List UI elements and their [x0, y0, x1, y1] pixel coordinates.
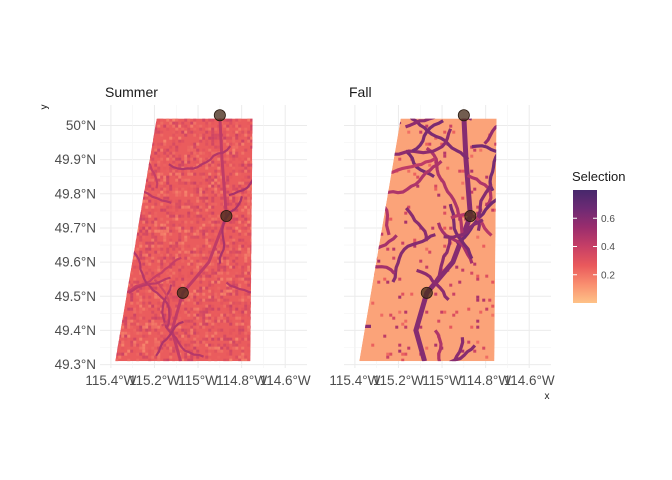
- legend-tick-label: 0.2: [601, 270, 615, 281]
- selection-corridor: [168, 145, 232, 171]
- selection-corridor: [378, 118, 402, 126]
- legend-title: Selection: [572, 169, 625, 184]
- location-point: [213, 109, 226, 122]
- selection-raster: [115, 118, 253, 362]
- selection-corridor: [359, 319, 372, 332]
- y-tick-label: 49.4°N: [55, 323, 96, 338]
- selection-corridor: [155, 320, 184, 357]
- y-tick-label: 50°N: [66, 118, 96, 133]
- x-tick-label: 115°W: [178, 373, 218, 388]
- selection-corridor: [393, 128, 453, 156]
- facet-title: Summer: [105, 84, 158, 100]
- selection-corridor: [359, 296, 369, 362]
- selection-corridor: [471, 144, 497, 172]
- selection-corridor: [436, 222, 474, 264]
- location-point: [420, 286, 433, 299]
- facet-title: Fall: [349, 84, 372, 100]
- selection-corridor: [359, 234, 398, 275]
- selection-corridor: [228, 121, 253, 197]
- selection-corridor: [448, 203, 474, 260]
- y-tick-label: 49.7°N: [55, 220, 96, 235]
- selection-raster: [359, 118, 497, 362]
- selection-corridor: [404, 149, 435, 178]
- selection-corridor: [218, 196, 243, 264]
- selection-corridor: [161, 284, 204, 358]
- legend-tick-label: 0.6: [601, 214, 615, 225]
- x-tick-label: 115.4°W: [329, 373, 380, 388]
- selection-corridor: [404, 207, 428, 242]
- y-tick-label: 49.5°N: [55, 289, 96, 304]
- legend-tick-label: 0.4: [601, 242, 615, 253]
- y-tick-label: 49.6°N: [55, 255, 96, 270]
- selection-corridor: [466, 174, 493, 208]
- legend: Selection 0.2 0.4 0.6: [572, 169, 625, 303]
- selection-corridor: [117, 256, 182, 297]
- selection-corridor: [425, 146, 464, 244]
- selection-corridor: [435, 237, 452, 281]
- selection-corridor: [382, 157, 436, 174]
- x-tick-label: 115.2°W: [129, 373, 180, 388]
- selection-corridor: [386, 344, 477, 362]
- selection-corridor: [225, 281, 253, 298]
- x-tick-label: 115.4°W: [85, 373, 136, 388]
- location-point: [464, 210, 477, 223]
- x-tick-label: 114.8°W: [460, 373, 511, 388]
- selection-corridor: [427, 337, 465, 362]
- selection-corridor: [455, 185, 497, 246]
- y-tick-label: 49.9°N: [55, 152, 96, 167]
- selection-corridor: [483, 118, 497, 145]
- location-point: [220, 210, 233, 223]
- location-point: [176, 286, 189, 299]
- x-tick-label: 114.8°W: [216, 373, 267, 388]
- selection-corridor: [488, 118, 497, 192]
- selection-corridor: [128, 276, 171, 294]
- x-tick-label: 115.2°W: [373, 373, 424, 388]
- x-tick-label: 115°W: [422, 373, 462, 388]
- selection-corridor: [443, 218, 484, 239]
- x-tick-label: 114.6°W: [260, 373, 311, 388]
- location-point: [457, 109, 470, 122]
- selection-corridor: [359, 246, 366, 311]
- y-tick-label: 49.3°N: [55, 357, 96, 372]
- selection-corridor: [416, 268, 450, 301]
- y-axis-title: y: [39, 105, 50, 110]
- selection-corridor: [468, 118, 492, 121]
- y-tick-label: 49.8°N: [55, 186, 96, 201]
- selection-corridor: [433, 329, 456, 362]
- selection-corridor: [411, 119, 444, 153]
- selection-corridor: [393, 118, 470, 161]
- selection-corridor: [404, 118, 448, 129]
- x-tick-label: 114.6°W: [504, 373, 555, 388]
- x-axis-title: x: [545, 391, 550, 402]
